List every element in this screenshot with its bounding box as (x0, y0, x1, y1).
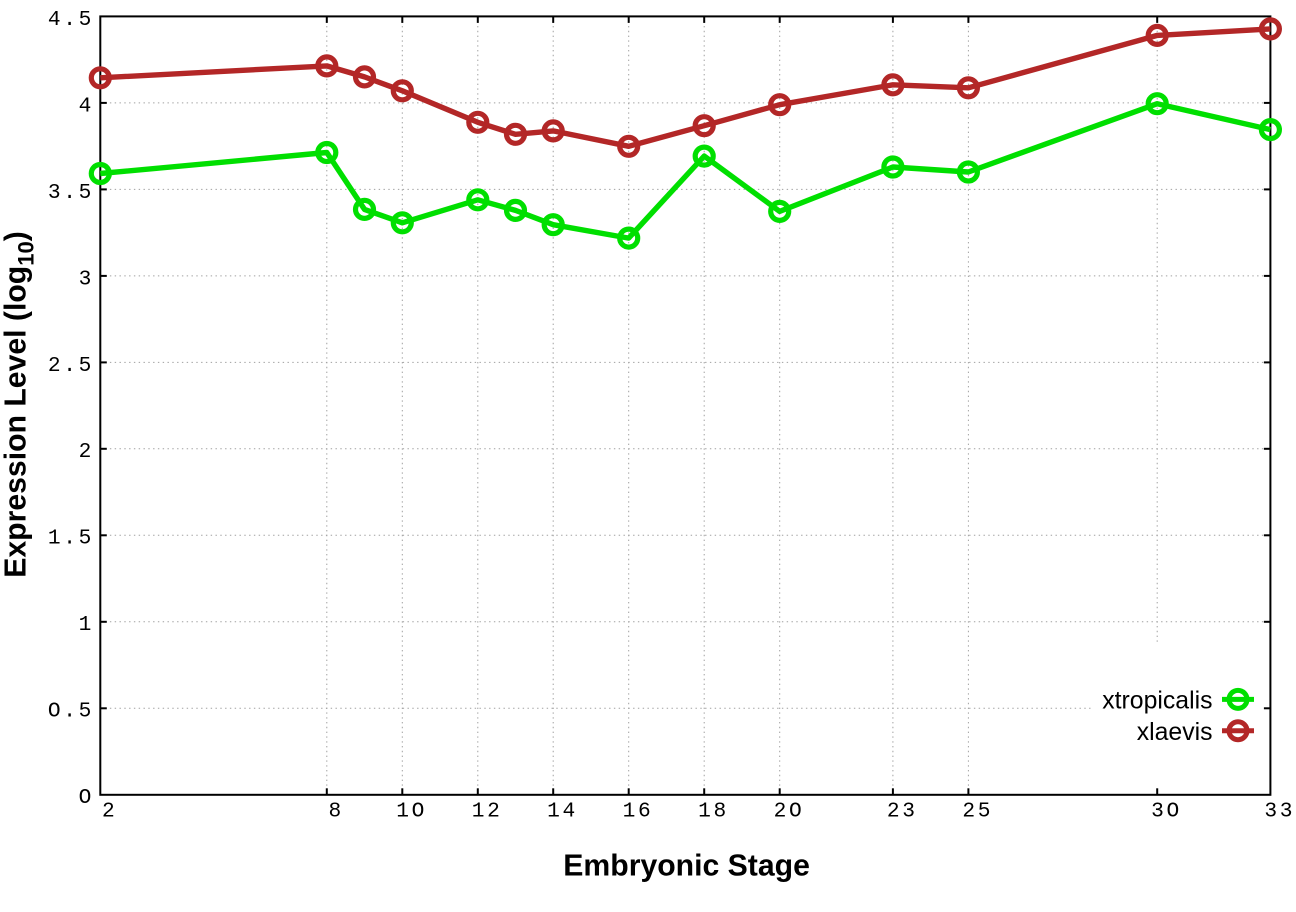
svg-text:xlaevis: xlaevis (1137, 719, 1213, 746)
svg-text:2: 2 (79, 440, 94, 464)
svg-text:4.5: 4.5 (48, 8, 94, 32)
svg-text:25: 25 (962, 800, 993, 824)
svg-text:O: O (79, 786, 94, 810)
svg-text:1.5: 1.5 (48, 527, 94, 551)
svg-text:Expression Level (log10): Expression Level (log10) (0, 231, 38, 578)
svg-text:O.5: O.5 (48, 700, 94, 724)
svg-text:3.5: 3.5 (48, 181, 94, 205)
svg-text:23: 23 (887, 800, 918, 824)
svg-text:18: 18 (698, 800, 729, 824)
svg-text:16: 16 (623, 800, 654, 824)
svg-text:Embryonic Stage: Embryonic Stage (563, 849, 810, 882)
svg-text:4: 4 (79, 94, 94, 118)
svg-text:2O: 2O (774, 800, 805, 824)
svg-text:2: 2 (102, 800, 117, 824)
svg-text:1: 1 (79, 613, 94, 637)
svg-text:xtropicalis: xtropicalis (1102, 688, 1212, 715)
svg-text:3: 3 (79, 267, 94, 291)
svg-text:8: 8 (328, 800, 343, 824)
svg-text:33: 33 (1264, 800, 1295, 824)
svg-text:12: 12 (472, 800, 503, 824)
svg-text:14: 14 (547, 800, 578, 824)
svg-text:1O: 1O (396, 800, 427, 824)
svg-text:3O: 3O (1151, 800, 1182, 824)
svg-text:2.5: 2.5 (48, 354, 94, 378)
